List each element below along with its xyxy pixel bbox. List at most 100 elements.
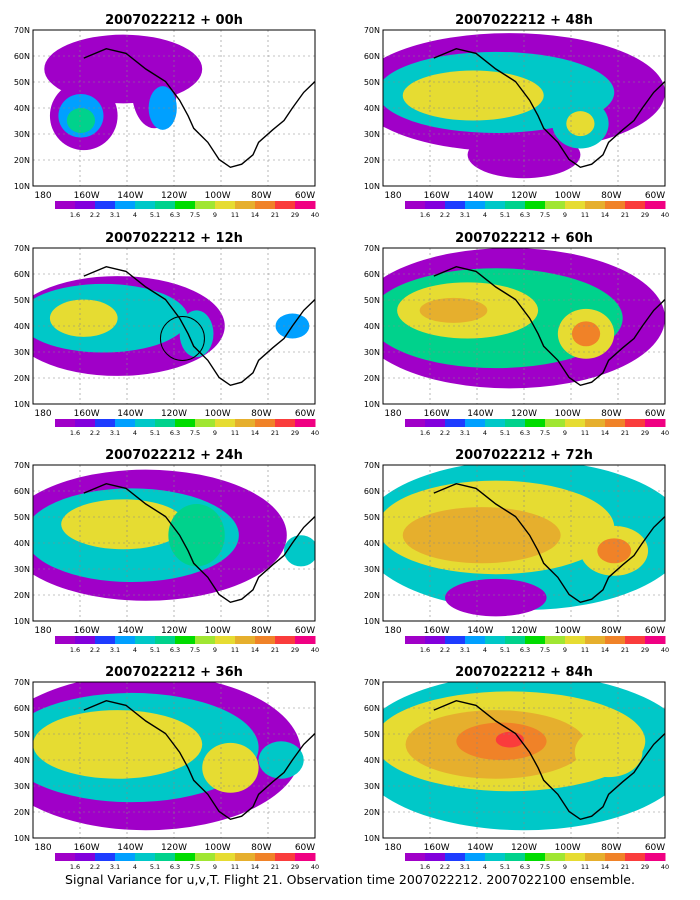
colorbar-swatch [95,636,116,644]
colorbar-label: 3.1 [110,646,120,654]
lon-tick-label: 120W [511,626,537,636]
lat-tick-label: 40N [14,104,30,113]
colorbar-label: 4 [133,646,137,654]
map-frame [382,29,666,187]
colorbar-swatch [95,419,116,427]
lat-tick-label: 70N [364,678,380,687]
lat-tick-label: 60N [14,52,30,61]
variance-contour [49,299,118,337]
colorbar-label: 2.2 [440,646,450,654]
colorbar-label: 40 [311,646,319,654]
lon-tick-label: 100W [555,409,581,419]
colorbar-label: 2.2 [90,429,100,437]
lat-tick-label: 30N [14,130,30,139]
colorbar-swatch [275,419,296,427]
colorbar-label: 1.6 [420,646,430,654]
colorbar-swatch [445,853,466,861]
lon-tick-label: 160W [424,626,450,636]
colorbar-swatch [425,853,446,861]
colorbar-swatch [175,853,196,861]
colorbar-swatch [155,636,176,644]
colorbar-label: 14 [601,646,609,654]
colorbar-swatch [465,853,486,861]
colorbar-label: 7.5 [540,646,550,654]
colorbar-label: 9 [213,429,217,437]
variance-contour [33,710,203,779]
colorbar-label: 4 [483,646,487,654]
lat-tick-label: 60N [14,270,30,279]
colorbar-swatch [445,419,466,427]
lon-tick-label: 180 [34,191,51,201]
forecast-map-figure: 2007022212 + 00h 10N 20N 30N 40N 50N 60N 70N 180… [14,13,669,870]
colorbar-swatch [585,853,606,861]
colorbar-swatch [445,201,466,209]
lon-tick-label: 160W [424,191,450,201]
panel-title: 2007022212 + 72h [455,448,593,463]
colorbar-label: 4 [133,211,137,219]
colorbar-swatch [295,636,316,644]
colorbar-swatch [525,419,546,427]
colorbar-swatch [255,201,276,209]
colorbar-label: 4 [483,211,487,219]
colorbar-swatch [55,853,76,861]
colorbar-label: 1.6 [70,863,80,870]
lat-tick-label: 10N [364,400,380,409]
variance-contour [574,727,643,778]
colorbar-swatch [465,419,486,427]
colorbar-swatch [215,853,236,861]
lat-tick-label: 50N [14,513,30,522]
colorbar-swatch [235,201,256,209]
lon-tick-label: 100W [555,191,581,201]
colorbar-label: 14 [251,863,259,870]
colorbar-label: 6.3 [520,429,530,437]
colorbar-label: 9 [213,646,217,654]
variance-field [383,682,665,831]
lon-tick-label: 160W [74,626,100,636]
colorbar-swatch [135,201,156,209]
colorbar-swatch [295,853,316,861]
lat-tick-label: 10N [14,617,30,626]
colorbar-label: 1.6 [70,646,80,654]
colorbar-label: 14 [601,211,609,219]
variance-contour [402,70,544,121]
colorbar-label: 21 [271,211,279,219]
colorbar-swatch [425,419,446,427]
colorbar-label: 6.3 [170,429,180,437]
colorbar-label: 9 [213,211,217,219]
variance-contour [258,741,304,779]
colorbar-label: 40 [311,429,319,437]
lon-tick-label: 80W [601,409,621,419]
lat-tick-label: 60N [364,270,380,279]
variance-contour [402,507,561,564]
map-panel: 2007022212 + 36h 10N 20N 30N 40N 50N 60N 70N 180… [14,665,319,870]
colorbar-swatch [75,201,96,209]
colorbar-swatch [255,853,276,861]
colorbar-swatch [405,853,426,861]
colorbar-swatch [255,636,276,644]
lat-tick-label: 50N [14,78,30,87]
colorbar-swatch [465,636,486,644]
colorbar-swatch [155,853,176,861]
colorbar-label: 29 [641,863,649,870]
map-frame [32,247,316,405]
figure-caption: Signal Variance for u,v,T. Flight 21. Ob… [65,872,635,887]
colorbar-label: 3.1 [460,211,470,219]
colorbar-swatch [585,636,606,644]
colorbar-swatch [565,636,586,644]
lon-tick-label: 140W [467,409,493,419]
colorbar-swatch [545,201,566,209]
colorbar-label: 2.2 [440,211,450,219]
colorbar-swatch [585,201,606,209]
colorbar-label: 3.1 [460,429,470,437]
variance-field [33,682,304,831]
colorbar-swatch [445,636,466,644]
variance-contour [467,131,581,179]
colorbar-swatch [505,636,526,644]
lat-tick-label: 60N [364,52,380,61]
colorbar-swatch [485,853,506,861]
lat-tick-label: 30N [364,348,380,357]
colorbar-label: 7.5 [190,863,200,870]
colorbar-swatch [235,636,256,644]
colorbar-swatch [275,853,296,861]
colorbar-swatch [505,201,526,209]
